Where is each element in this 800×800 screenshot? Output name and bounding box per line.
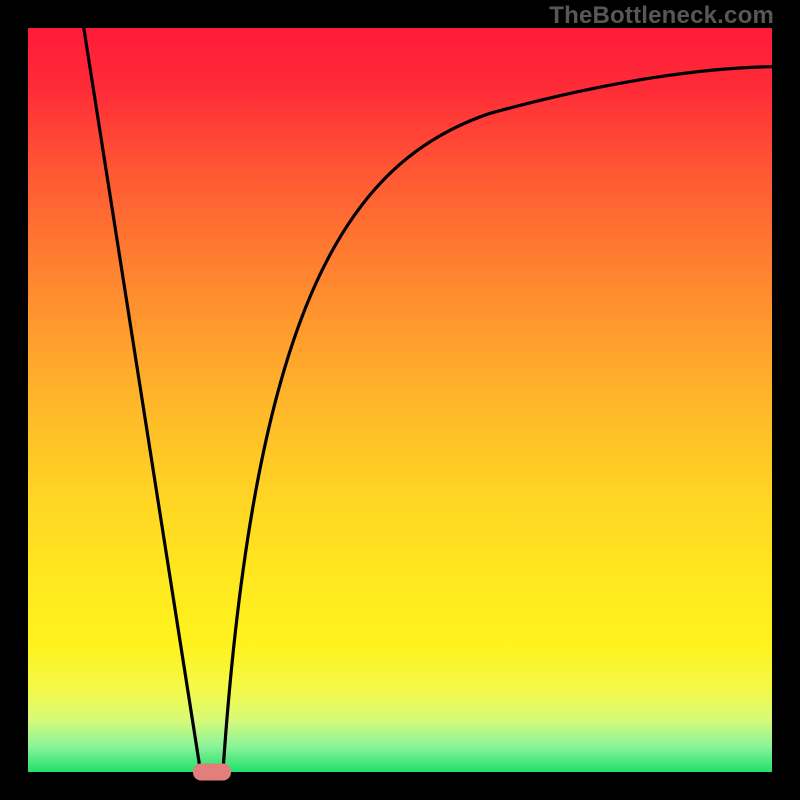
optimum-marker (193, 764, 231, 781)
frame-border-bottom (0, 772, 800, 800)
chart-frame: TheBottleneck.com (0, 0, 800, 800)
frame-border-left (0, 0, 28, 800)
frame-border-right (772, 0, 800, 800)
plot-area (28, 28, 772, 772)
watermark-text: TheBottleneck.com (549, 2, 774, 30)
bottleneck-curve (28, 28, 772, 772)
curve-path (84, 28, 772, 772)
